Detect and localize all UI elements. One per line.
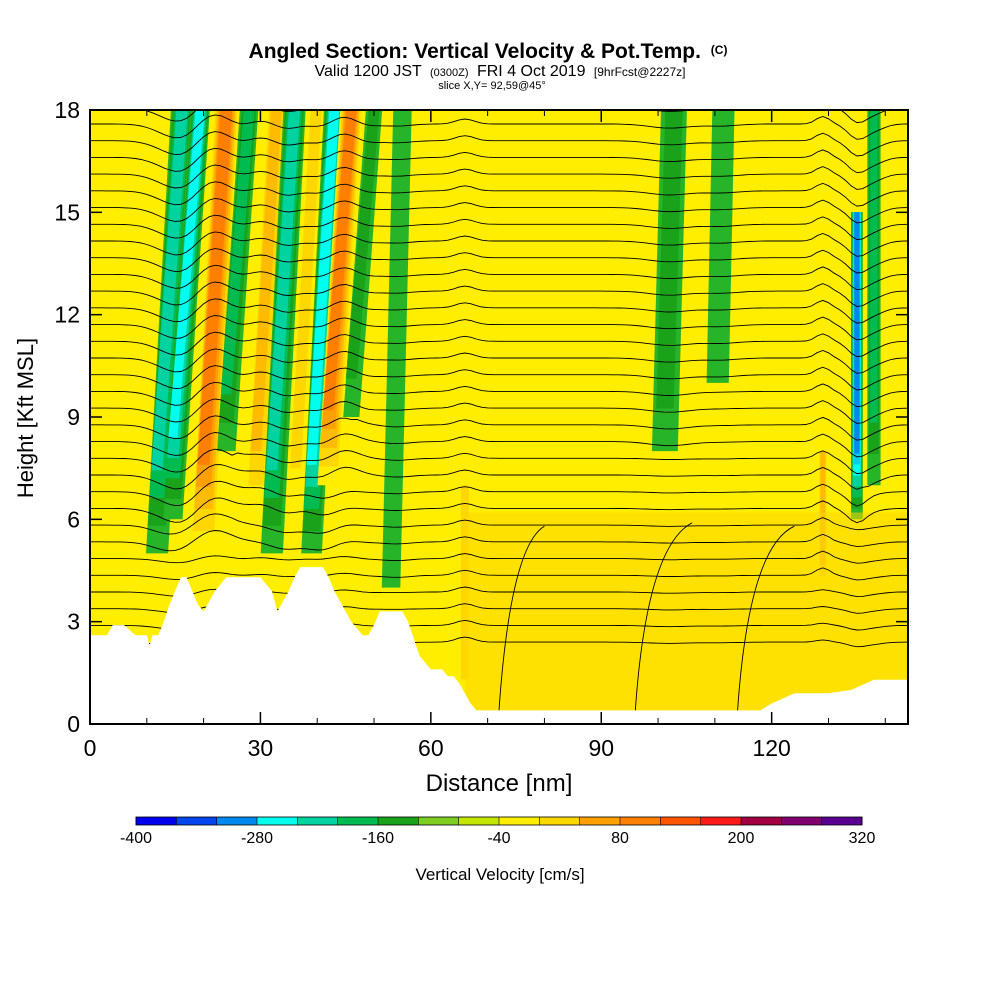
low-level-contour <box>634 522 693 711</box>
isentrope-line <box>90 381 908 408</box>
velocity-band-7-5 <box>306 110 340 465</box>
colorbar-swatch <box>136 817 177 825</box>
isentrope-line <box>90 464 908 490</box>
y-tick-label: 6 <box>67 506 80 532</box>
x-tick-label: 0 <box>84 735 97 761</box>
colorbar-tick-label: 200 <box>728 830 755 847</box>
lower-field-band <box>464 512 908 724</box>
colorbar-swatch <box>821 817 863 825</box>
isentrope-line <box>90 164 908 190</box>
isentrope-line <box>90 567 908 581</box>
colorbar-swatch <box>781 817 823 825</box>
colorbar-swatch <box>297 817 339 825</box>
colorbar-swatch <box>378 817 419 825</box>
velocity-band-1-5 <box>168 110 205 438</box>
chart-title: Angled Section: Vertical Velocity & Pot.… <box>249 40 728 63</box>
x-axis-label: Distance [nm] <box>426 770 573 797</box>
colorbar-swatch <box>418 817 460 825</box>
velocity-band-5-4 <box>266 110 301 471</box>
colorbar-swatch <box>337 817 379 825</box>
isentrope-line <box>90 181 908 207</box>
isentrope-line <box>90 248 908 274</box>
colorbar-tick-label: -160 <box>362 830 394 847</box>
subtitle-date: FRI 4 Oct 2019 <box>477 63 586 80</box>
chart-subtitle: Valid 1200 JST (0300Z) FRI 4 Oct 2019 [9… <box>315 63 686 80</box>
colorbar-swatch <box>620 817 661 825</box>
velocity-band-2-5 <box>197 110 233 465</box>
chart-title-text: Angled Section: Vertical Velocity & Pot.… <box>249 40 701 63</box>
isentrope-line <box>90 415 908 441</box>
colorbar-tick-label: -280 <box>241 830 273 847</box>
y-axis-label: Height [Kft MSL] <box>13 338 38 498</box>
velocity-band-3-3 <box>221 110 255 395</box>
x-tick-label: 30 <box>248 735 274 761</box>
isentrope-line <box>90 214 908 241</box>
colorbar-swatch <box>176 817 218 825</box>
colorbar-tick-label: 80 <box>611 830 629 847</box>
isentrope-line <box>90 315 908 341</box>
isentrope-line <box>90 298 908 324</box>
isentrope-line <box>90 480 908 507</box>
colorbar-swatch <box>700 817 742 825</box>
plot-area <box>90 110 908 724</box>
isentrope-line <box>90 398 908 424</box>
x-tick-label: 120 <box>752 735 790 761</box>
colorbar-swatch <box>660 817 702 825</box>
y-tick-label: 0 <box>67 711 80 737</box>
colorbar-swatch <box>741 817 782 825</box>
isentrope-line <box>90 114 908 140</box>
isentrope-line <box>90 131 908 157</box>
colorbar-tick-label: -40 <box>487 830 510 847</box>
colorbar-swatch <box>539 817 581 825</box>
velocity-band-6-2 <box>290 110 322 469</box>
isentrope-line <box>90 147 908 174</box>
isentrope-line <box>90 348 908 374</box>
velocity-band-4-3 <box>250 110 282 452</box>
colorbar-label: Vertical Velocity [cm/s] <box>415 865 584 884</box>
isentrope-line <box>90 281 908 307</box>
colorbar-swatch <box>458 817 500 825</box>
colorbar-swatch <box>579 817 621 825</box>
subtitle-zulu-time: (0300Z) <box>430 67 469 79</box>
velocity-band-15-7 <box>854 212 860 454</box>
low-level-contour <box>737 525 795 711</box>
colorbar-tick-label: 320 <box>849 830 876 847</box>
isentrope-line <box>90 497 908 524</box>
subtitle-valid-time: Valid 1200 JST <box>315 63 423 80</box>
colorbar: -400 -280 -160 -40 80 200 320 <box>120 816 876 847</box>
isentrope-line <box>90 513 908 535</box>
isentrope-line <box>90 231 908 257</box>
isentrope-line <box>90 264 908 291</box>
x-tick-label: 60 <box>418 735 444 761</box>
terrain <box>90 567 908 724</box>
isentrope-line <box>90 448 908 475</box>
chart-title-units: (C) <box>711 43 728 57</box>
isentrope-line <box>90 198 908 224</box>
velocity-band-10-1 <box>381 110 412 588</box>
y-tick-label: 12 <box>54 302 80 328</box>
isentrope-line <box>90 550 908 564</box>
colorbar-swatch <box>216 817 258 825</box>
y-tick-label: 18 <box>54 97 80 123</box>
colorbar-swatch <box>499 817 540 825</box>
velocity-band-13-1 <box>706 110 735 383</box>
velocity-band-12-2 <box>656 110 683 409</box>
isentrope-line <box>90 365 908 391</box>
y-tick-label: 9 <box>67 404 80 430</box>
isentrope-line <box>90 432 908 458</box>
y-tick-label: 3 <box>67 609 80 635</box>
x-tick-label: 90 <box>588 735 614 761</box>
colorbar-tick-label: -400 <box>120 830 152 847</box>
isentrope-line <box>90 530 908 552</box>
y-tick-label: 15 <box>54 199 80 225</box>
velocity-band-9-2 <box>345 110 380 379</box>
isentrope-line <box>90 331 908 358</box>
axes: 0 30 60 90 120 0 3 6 9 12 15 18 <box>54 97 908 761</box>
velocity-band-0-4 <box>151 110 188 471</box>
low-level-contour <box>498 525 545 711</box>
subtitle-forecast: [9hrFcst@2227z] <box>594 65 686 79</box>
slice-label: slice X,Y= 92,59@45° <box>438 80 546 92</box>
colorbar-swatch <box>257 817 298 825</box>
